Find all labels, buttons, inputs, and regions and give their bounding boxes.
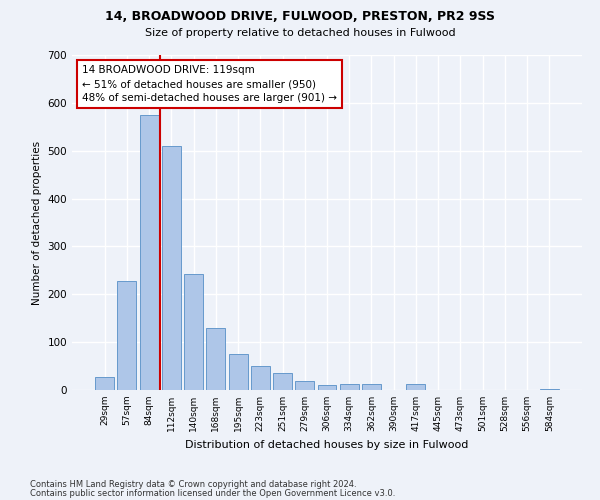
Bar xyxy=(340,384,359,390)
Bar xyxy=(540,389,559,390)
Bar xyxy=(206,328,225,390)
Bar xyxy=(362,384,381,390)
Bar xyxy=(295,382,314,390)
Bar xyxy=(162,146,181,390)
Text: Contains HM Land Registry data © Crown copyright and database right 2024.: Contains HM Land Registry data © Crown c… xyxy=(30,480,356,489)
Y-axis label: Number of detached properties: Number of detached properties xyxy=(32,140,42,304)
Bar xyxy=(406,384,425,390)
Text: Size of property relative to detached houses in Fulwood: Size of property relative to detached ho… xyxy=(145,28,455,38)
Bar xyxy=(229,354,248,390)
Text: Contains public sector information licensed under the Open Government Licence v3: Contains public sector information licen… xyxy=(30,488,395,498)
X-axis label: Distribution of detached houses by size in Fulwood: Distribution of detached houses by size … xyxy=(185,440,469,450)
Bar xyxy=(140,115,158,390)
Bar xyxy=(118,281,136,390)
Bar xyxy=(317,385,337,390)
Bar xyxy=(184,274,203,390)
Text: 14, BROADWOOD DRIVE, FULWOOD, PRESTON, PR2 9SS: 14, BROADWOOD DRIVE, FULWOOD, PRESTON, P… xyxy=(105,10,495,23)
Bar xyxy=(251,366,270,390)
Text: 14 BROADWOOD DRIVE: 119sqm
← 51% of detached houses are smaller (950)
48% of sem: 14 BROADWOOD DRIVE: 119sqm ← 51% of deta… xyxy=(82,65,337,103)
Bar xyxy=(273,373,292,390)
Bar xyxy=(95,376,114,390)
